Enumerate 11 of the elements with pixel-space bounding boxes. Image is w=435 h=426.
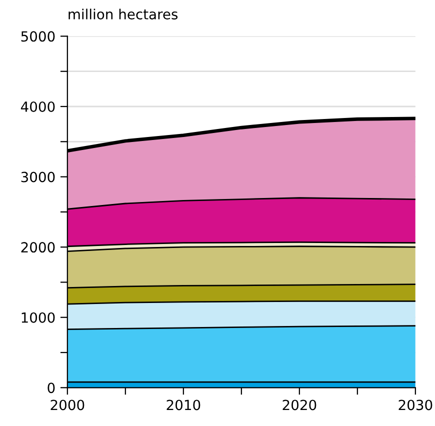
y-tick-label: 5000 [21,31,55,42]
x-tick-label: 2010 [166,400,200,410]
y-tick-label: 0 [48,382,55,394]
y-tick-label: 3000 [21,172,55,182]
x-tick-label: 2030 [398,400,432,410]
x-tick-label: 2000 [50,400,84,410]
y-tick-label: 2000 [21,242,55,253]
y-axis-title: million hectares [68,8,178,20]
y-tick-label: 4000 [20,101,55,112]
x-tick-label: 2020 [282,400,316,410]
y-tick-label: 1000 [22,312,55,323]
